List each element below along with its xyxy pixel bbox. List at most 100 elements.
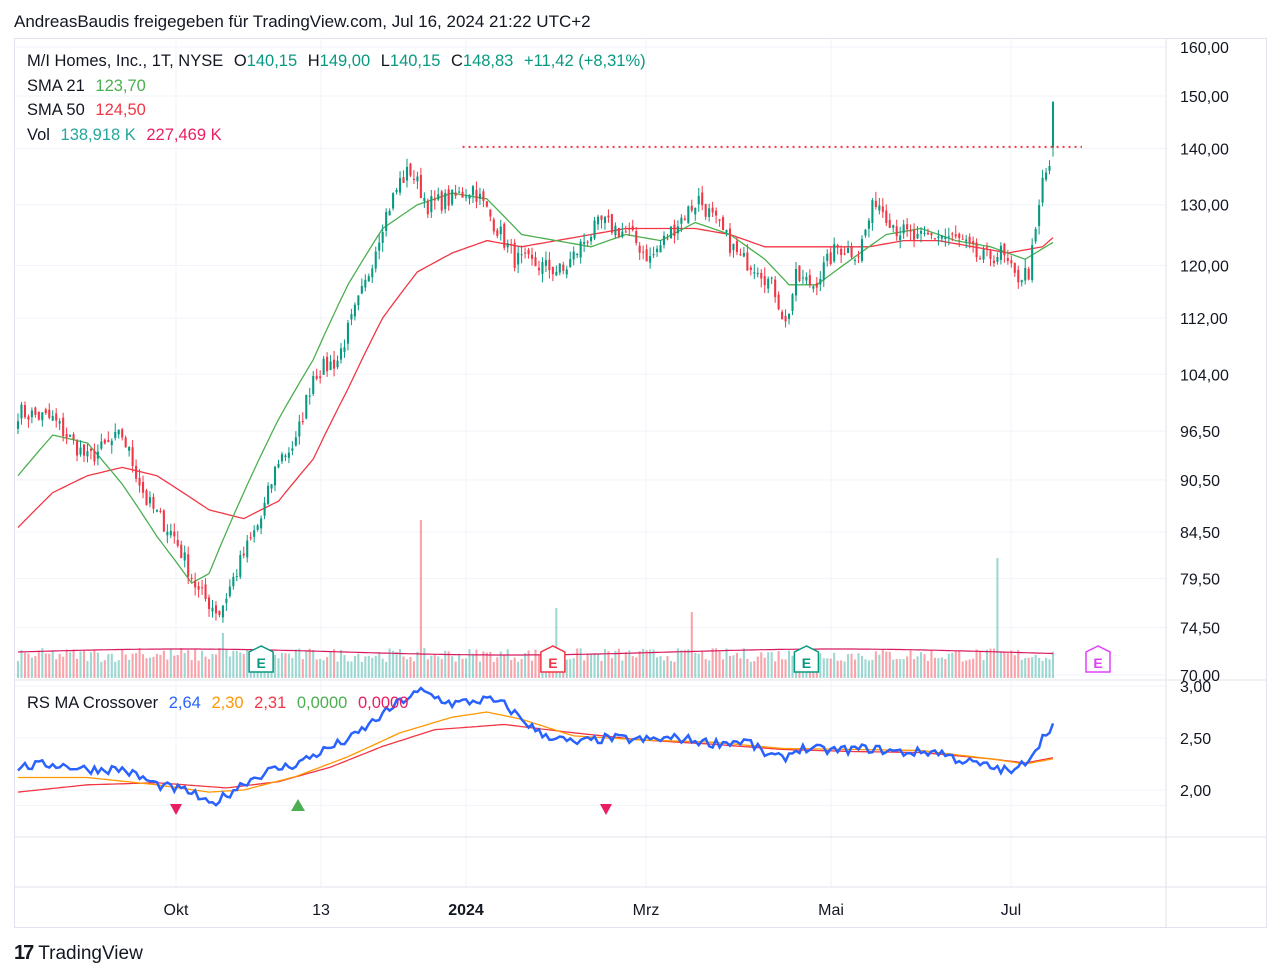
candle-body [805,276,808,281]
volume-bar [72,649,75,678]
volume-bar [312,649,315,678]
earnings-marker-label: E [548,655,557,671]
rs-slow-ma [17,723,1054,793]
legend-vol-label: Vol [27,126,50,144]
volume-bar [395,652,398,678]
volume-bar [357,653,360,678]
candle-body [464,196,468,198]
volume-bar [937,658,940,678]
volume-bar [79,651,82,678]
volume-bar [836,660,839,678]
candle-body [954,234,957,237]
volume-bar [603,649,607,678]
volume-bar [624,651,627,678]
candle-body [1041,177,1044,203]
candle-body [756,273,759,275]
volume-bar [784,659,787,678]
candle-body [93,450,96,462]
legend-h-label: H [307,52,320,70]
volume-bar [860,656,864,678]
candle-body [395,189,398,192]
candle-body [69,435,72,437]
candle-body [513,242,516,269]
volume-bar [617,648,620,678]
candle-body [197,586,200,590]
volume-bar [680,650,683,678]
volume-bar [687,649,690,678]
candle-body [760,272,763,279]
legend-sma21-value: 123,70 [95,77,146,95]
candle-body [558,263,561,273]
volume-bar [822,658,825,678]
volume-bar [527,650,530,678]
candle-body [249,537,252,539]
volume-bar [242,653,245,678]
candle-body [322,358,325,375]
footer-brand[interactable]: 17 TradingView [14,942,143,965]
candle-body [256,525,259,530]
volume-bar [405,659,409,678]
time-axis-label: 2024 [448,902,484,919]
volume-bar [41,648,44,678]
candle-body [51,415,54,421]
candle-body [569,259,572,268]
candle-body [374,251,377,269]
candle-body [402,177,405,183]
candle-body [1006,257,1009,262]
candle-body [218,610,221,616]
candle-body [638,245,641,253]
volume-bar [350,661,353,678]
volume-bar [492,661,495,678]
volume-bar [138,648,141,678]
volume-bar [985,649,989,678]
candle-body [951,233,954,235]
volume-bar [173,655,176,678]
volume-bar [530,660,534,678]
volume-bar [520,659,523,678]
candle-body [715,210,718,216]
candle-body [437,194,440,200]
volume-bar [732,655,735,678]
candle-body [659,245,662,253]
candle-body [836,245,839,247]
volume-bar [277,658,280,678]
volume-bar [899,659,902,678]
volume-bar [148,657,152,678]
candle-body [975,242,978,258]
tradingview-wordmark: TradingView [38,942,143,964]
candle-body [815,283,818,288]
volume-bar [763,657,766,678]
candle-body [72,434,75,440]
candle-body [496,230,499,236]
volume-bar [336,661,339,678]
candle-body [791,294,794,312]
candle-body [913,229,916,240]
candle-body [555,271,558,276]
candle-body [645,249,648,262]
volume-bar [1048,659,1051,678]
candle-body [728,228,732,253]
candle-body [475,189,478,202]
candle-body [350,314,353,320]
volume-bar [954,650,957,678]
candle-body [940,235,943,239]
candle-body [683,218,686,221]
volume-bar [749,661,752,678]
candle-body [110,440,113,446]
volume-bar [596,653,600,678]
candle-body [742,252,745,257]
candle-body [166,531,169,536]
volume-bar [565,659,568,678]
candle-body [565,269,568,275]
candle-body [968,236,971,244]
candle-body [145,490,148,506]
candle-body [1045,172,1048,180]
price-axis-label: 140,00 [1180,141,1229,158]
candle-body [600,215,603,220]
volume-bar [826,658,829,678]
candle-body [135,465,138,479]
candle-body [687,206,690,224]
volume-bar [51,650,54,678]
candle-body [885,210,888,224]
